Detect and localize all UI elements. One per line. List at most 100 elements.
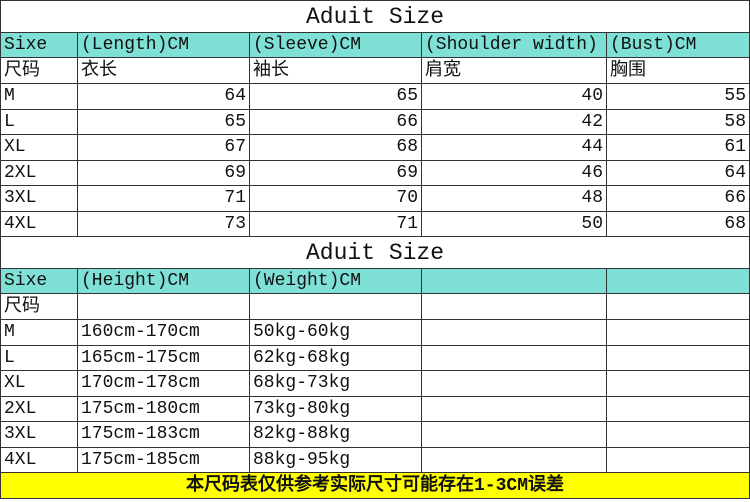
table-cell: M (0, 319, 78, 346)
table-cell (421, 344, 607, 371)
table-cell (421, 319, 607, 346)
table-cell (421, 395, 607, 422)
table-row: 4XL 175cm-185cm 88kg-95kg (0, 446, 750, 473)
table-cell: 69 (77, 159, 250, 186)
table-cell: 160cm-170cm (77, 319, 250, 346)
header-cn-cell: 尺码 (0, 57, 78, 84)
table-cell: 68 (605, 210, 750, 237)
table-cell: 88kg-95kg (249, 446, 422, 473)
table-row: XL 170cm-178cm 68kg-73kg (0, 370, 750, 397)
disclaimer-row: 本尺码表仅供参考实际尺寸可能存在1-3CM误差 (0, 472, 750, 499)
table-cell (421, 446, 607, 473)
table-row: 2XL 69 69 46 64 (0, 159, 750, 186)
disclaimer-text: 本尺码表仅供参考实际尺寸可能存在1-3CM误差 (0, 472, 750, 499)
table-cell: 2XL (0, 159, 78, 186)
table-cell: 68kg-73kg (249, 370, 422, 397)
table-cell: 73 (77, 210, 250, 237)
table-row: 2XL 175cm-180cm 73kg-80kg (0, 395, 750, 422)
table-cell: 62kg-68kg (249, 344, 422, 371)
header-row: Sixe (Height)CM (Weight)CM (0, 268, 750, 294)
table-cell: 175cm-185cm (77, 446, 250, 473)
table-cell: M (0, 83, 78, 110)
table-cell: 3XL (0, 421, 78, 448)
table-cell: XL (0, 134, 78, 161)
header-cn-cell (249, 293, 422, 320)
table-cell: 4XL (0, 446, 78, 473)
table-cell: 82kg-88kg (249, 421, 422, 448)
header-cell: (Weight)CM (249, 268, 422, 294)
table-row: L 165cm-175cm 62kg-68kg (0, 344, 750, 371)
header-row: Sixe (Length)CM (Sleeve)CM (Shoulder width)… (0, 32, 750, 58)
header-cn-cell (605, 293, 750, 320)
table-cell: 40 (421, 83, 607, 110)
table-cell: 4XL (0, 210, 78, 237)
table-cell: 71 (77, 185, 250, 212)
header-cell: Sixe (0, 268, 78, 294)
table-cell: 58 (605, 108, 750, 135)
header-cell: (Length)CM (77, 32, 250, 58)
table-cell (605, 446, 750, 473)
table-cell: 3XL (0, 185, 78, 212)
header-cell: (Height)CM (77, 268, 250, 294)
header-cn-cell: 衣长 (77, 57, 250, 84)
table-cell: 42 (421, 108, 607, 135)
header-cn-cell (77, 293, 250, 320)
table-cell: 68 (249, 134, 422, 161)
table-row: XL 67 68 44 61 (0, 134, 750, 161)
header-cell: (Bust)CM (605, 32, 750, 58)
table-cell (605, 370, 750, 397)
header-cn-row: 尺码 (0, 293, 750, 320)
table-cell: 48 (421, 185, 607, 212)
header-cn-cell: 胸围 (605, 57, 750, 84)
table-row: L 65 66 42 58 (0, 108, 750, 135)
table-cell: 73kg-80kg (249, 395, 422, 422)
table-row: M 64 65 40 55 (0, 83, 750, 110)
header-cn-row: 尺码 衣长 袖长 肩宽 胸围 (0, 57, 750, 84)
table-title-row: Aduit Size (0, 0, 750, 33)
header-cn-cell: 袖长 (249, 57, 422, 84)
header-cn-cell (421, 293, 607, 320)
table-cell: 64 (605, 159, 750, 186)
table-cell: 66 (605, 185, 750, 212)
table-cell: 67 (77, 134, 250, 161)
table-cell: 2XL (0, 395, 78, 422)
header-cell (421, 268, 607, 294)
table-cell: 170cm-178cm (77, 370, 250, 397)
table-cell (421, 370, 607, 397)
table-row: 3XL 71 70 48 66 (0, 185, 750, 212)
table-cell: 175cm-180cm (77, 395, 250, 422)
table-cell: 50kg-60kg (249, 319, 422, 346)
table-title: Aduit Size (0, 236, 750, 269)
table-cell (605, 319, 750, 346)
header-cn-cell: 肩宽 (421, 57, 607, 84)
table-cell (605, 395, 750, 422)
table-cell: XL (0, 370, 78, 397)
table-row: M 160cm-170cm 50kg-60kg (0, 319, 750, 346)
table-cell: 44 (421, 134, 607, 161)
table-cell: 71 (249, 210, 422, 237)
table-cell: L (0, 344, 78, 371)
table-cell (421, 421, 607, 448)
header-cell: (Sleeve)CM (249, 32, 422, 58)
table-cell: 46 (421, 159, 607, 186)
table-title: Aduit Size (0, 0, 750, 33)
table-cell: 50 (421, 210, 607, 237)
header-cell: (Shoulder width) (421, 32, 607, 58)
table-cell: 165cm-175cm (77, 344, 250, 371)
table-row: 3XL 175cm-183cm 82kg-88kg (0, 421, 750, 448)
table-cell: 69 (249, 159, 422, 186)
table-cell: 55 (605, 83, 750, 110)
table-cell: 65 (77, 108, 250, 135)
table-row: 4XL 73 71 50 68 (0, 210, 750, 237)
table-cell (605, 344, 750, 371)
table-cell: 175cm-183cm (77, 421, 250, 448)
table-cell: L (0, 108, 78, 135)
header-cell: Sixe (0, 32, 78, 58)
table-title-row: Aduit Size (0, 236, 750, 269)
table-cell: 65 (249, 83, 422, 110)
table-cell: 64 (77, 83, 250, 110)
header-cn-cell: 尺码 (0, 293, 78, 320)
table-cell: 61 (605, 134, 750, 161)
table-cell: 70 (249, 185, 422, 212)
